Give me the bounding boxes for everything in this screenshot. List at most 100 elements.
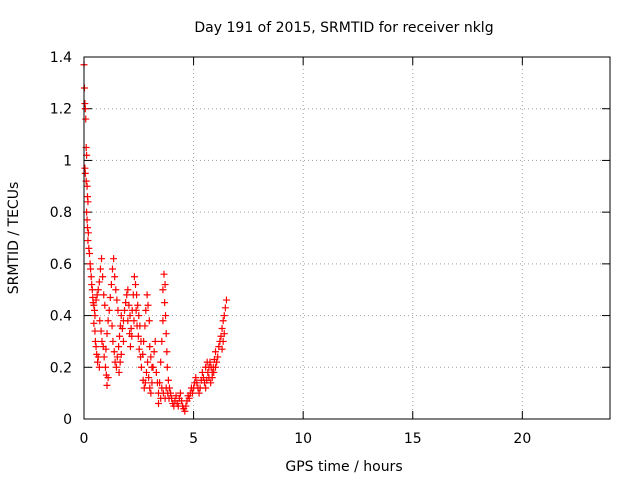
data-point-marker [163,348,171,356]
data-point-marker [88,281,96,289]
data-point-marker [202,384,210,392]
data-point-marker [161,299,169,307]
data-point-marker [84,198,92,206]
data-point-marker [85,250,93,258]
data-point-marker [162,330,170,338]
data-point-marker [182,402,190,410]
data-point-marker [106,293,114,301]
data-point-marker [219,337,227,345]
data-point-marker [98,255,106,263]
data-point-marker [162,312,170,320]
y-tick-label: 0.8 [50,205,72,221]
data-point-marker [102,345,110,353]
data-point-marker [163,363,171,371]
data-point-marker [140,337,148,345]
data-point-marker [135,345,143,353]
data-point-marker [214,353,222,361]
y-tick-label: 0.2 [50,360,72,376]
data-point-marker [85,244,93,252]
y-tick-label: 1.2 [50,102,72,118]
data-point-marker [110,255,118,263]
data-point-marker [91,327,99,335]
axis-ticks: 0 0.2 0.4 0.6 0.8 1 1.2 1.4 0 5 10 15 20 [50,50,610,447]
data-point-marker [112,363,120,371]
data-point-marker [143,291,151,299]
data-point-marker [220,312,228,320]
data-point-marker [91,337,99,345]
data-point-marker [132,281,140,289]
data-point-marker [84,237,92,245]
data-point-marker [146,343,154,351]
data-point-marker [92,343,100,351]
data-point-marker [146,384,154,392]
data-point-marker [130,317,138,325]
data-point-marker [115,368,123,376]
data-point-marker [159,286,167,294]
data-point-marker [90,319,98,327]
data-point-marker [124,286,132,294]
data-point-marker [202,363,210,371]
y-axis-label: SRMTID / TECUs [6,182,22,295]
data-point-marker [105,306,113,314]
data-point-marker [210,368,218,376]
data-point-marker [103,330,111,338]
data-point-marker [133,322,141,330]
data-point-marker [87,265,95,273]
data-point-marker [141,379,149,387]
data-point-marker [90,301,98,309]
data-point-marker [141,322,149,330]
data-point-marker [158,337,166,345]
data-point-marker [87,273,95,281]
data-point-marker [133,291,141,299]
x-tick-label: 15 [404,431,422,447]
data-point-marker [84,224,92,232]
data-point-marker [98,337,106,345]
data-point-marker [100,291,108,299]
data-point-marker [167,389,175,397]
data-point-marker [107,281,115,289]
data-point-marker [94,286,102,294]
x-tick-label: 5 [189,431,198,447]
data-point-marker [116,332,124,340]
data-point-marker [132,306,140,314]
data-point-marker [152,368,160,376]
data-point-marker [82,115,90,123]
data-point-marker [181,407,189,415]
data-point-marker [117,350,125,358]
data-point-marker [142,368,150,376]
data-point-marker [104,374,112,382]
data-point-marker [101,363,109,371]
data-point-marker [212,348,219,356]
data-point-marker [207,379,215,387]
data-point-marker [94,358,102,366]
data-point-marker [218,345,226,353]
y-tick-label: 1.4 [50,50,72,66]
data-point-marker [97,327,105,335]
data-point-marker [193,379,201,387]
data-point-marker [139,350,147,358]
data-point-marker [110,348,118,356]
data-point-marker [108,265,116,273]
data-point-marker [95,278,103,286]
y-tick-label: 0.4 [50,309,72,325]
data-point-marker [144,358,152,366]
data-point-marker [213,358,221,366]
data-point-marker [203,358,211,366]
data-point-marker [94,353,102,361]
data-point-marker [113,296,121,304]
data-point-marker [81,105,89,113]
data-point-marker [162,384,170,392]
data-point-marker [83,216,91,224]
data-point-marker [151,337,159,345]
data-point-marker [156,379,164,387]
x-tick-label: 0 [80,431,89,447]
data-point-marker [113,353,121,361]
y-tick-label: 0 [63,412,72,428]
data-point-marker [159,317,167,325]
data-point-marker [185,394,193,402]
data-point-marker [145,317,153,325]
y-tick-label: 1 [63,153,72,169]
x-tick-label: 10 [294,431,312,447]
